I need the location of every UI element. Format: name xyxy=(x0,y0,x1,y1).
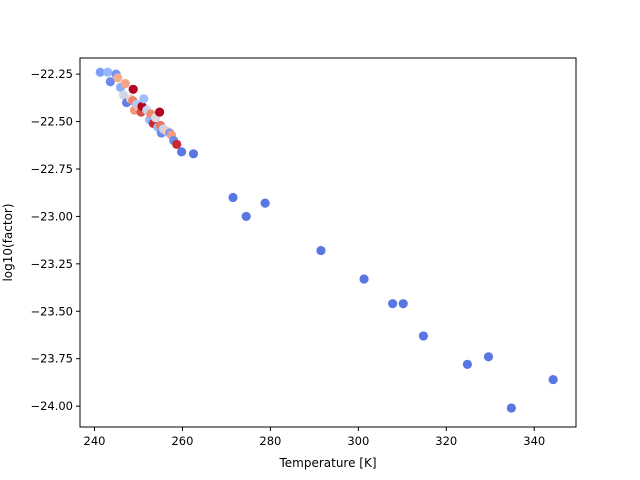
data-point xyxy=(154,107,165,117)
x-tick-label: 240 xyxy=(84,434,106,448)
data-point xyxy=(398,299,408,309)
data-point xyxy=(316,245,326,256)
data-point xyxy=(462,359,472,369)
data-point xyxy=(388,299,398,309)
data-point xyxy=(483,352,494,362)
y-tick-label: −23.75 xyxy=(30,352,73,366)
data-point xyxy=(172,139,182,149)
y-tick-label: −22.75 xyxy=(30,162,73,176)
x-axis-label: Temperature [K] xyxy=(278,456,376,470)
data-point xyxy=(128,84,138,94)
data-point xyxy=(188,149,199,159)
y-tick-label: −23.00 xyxy=(30,209,73,223)
plot-frame xyxy=(79,57,577,428)
data-point xyxy=(95,67,105,77)
x-tick-label: 320 xyxy=(435,434,457,448)
y-tick-label: −23.50 xyxy=(30,304,73,318)
data-point xyxy=(113,73,123,83)
y-tick-label: −22.25 xyxy=(30,67,73,81)
y-tick-label: −23.25 xyxy=(30,257,73,271)
data-point xyxy=(105,77,115,87)
x-tick-label: 260 xyxy=(171,434,193,448)
data-point xyxy=(103,67,113,77)
data-point xyxy=(241,211,251,222)
data-point xyxy=(260,198,270,208)
data-point xyxy=(359,274,369,284)
x-axis: 240 260 280 300 320 340 xyxy=(84,427,545,448)
plot-area xyxy=(80,58,576,427)
data-point xyxy=(176,147,187,157)
data-point xyxy=(139,94,149,104)
data-point xyxy=(418,331,429,341)
data-point xyxy=(118,90,129,100)
data-point xyxy=(120,79,130,89)
data-point xyxy=(228,192,238,203)
y-tick-label: −24.00 xyxy=(30,399,73,413)
y-tick-label: −22.50 xyxy=(30,115,73,129)
data-point xyxy=(548,374,558,385)
x-tick-label: 280 xyxy=(259,434,281,448)
x-tick-label: 340 xyxy=(523,434,545,448)
data-points xyxy=(95,67,558,413)
y-axis: −22.25 −22.50 −22.75 −23.00 −23.25 −23.50 −23.… xyxy=(30,67,80,413)
y-axis-label: log10(factor) xyxy=(1,203,15,281)
x-tick-label: 300 xyxy=(347,434,369,448)
data-point xyxy=(506,403,516,413)
